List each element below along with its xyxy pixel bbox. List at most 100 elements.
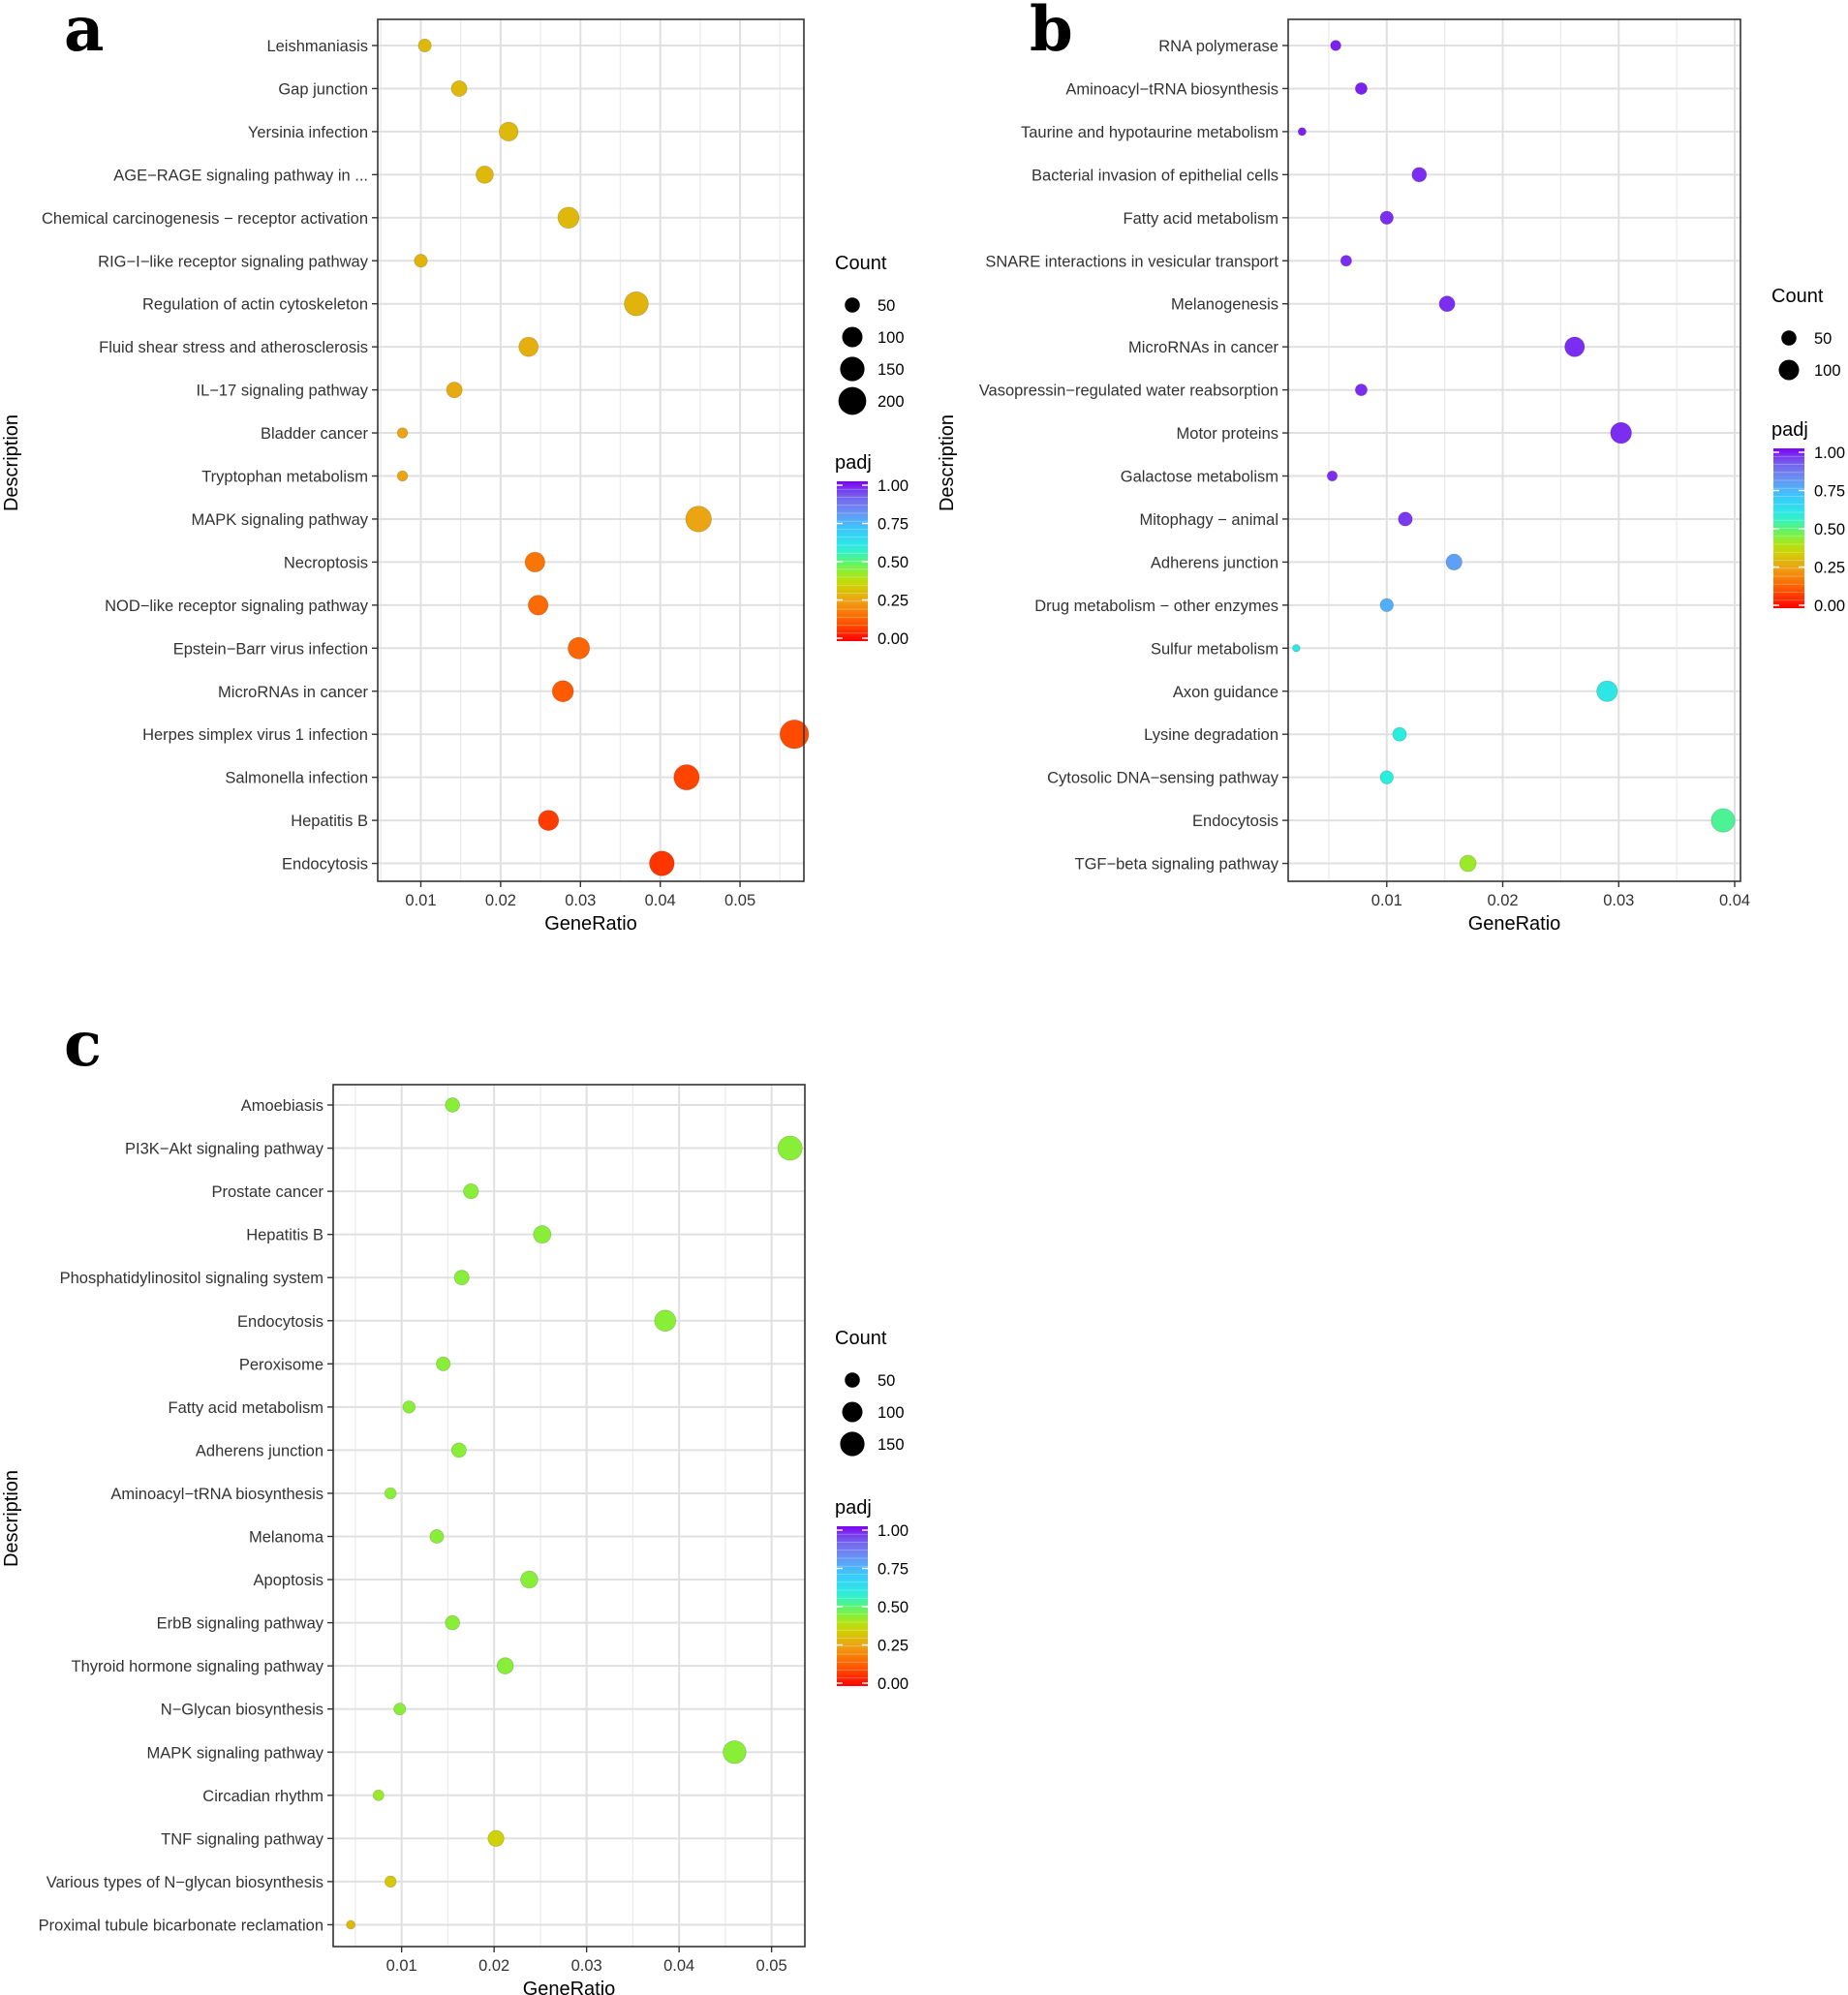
category-label: TNF signaling pathway [161, 1830, 324, 1848]
category-label: SNARE interactions in vesicular transpor… [985, 253, 1278, 270]
category-label: Sulfur metabolism [1151, 640, 1278, 658]
data-point [1330, 40, 1341, 51]
category-label: Fluid shear stress and atherosclerosis [99, 339, 368, 356]
x-tick-label: 0.02 [1487, 892, 1518, 909]
category-label: Bladder cancer [261, 425, 368, 443]
count-legend-label: 50 [1814, 330, 1832, 348]
category-label: Melanogenesis [1171, 296, 1278, 314]
category-label: RIG−I−like receptor signaling pathway [98, 253, 369, 270]
category-label: Hepatitis B [246, 1227, 323, 1244]
count-legend-key [840, 1431, 865, 1457]
category-label: Lysine degradation [1144, 726, 1278, 744]
data-point [1297, 127, 1307, 137]
plot-background [1288, 19, 1740, 881]
count-legend-label: 100 [878, 329, 905, 347]
category-label: Cytosolic DNA−sensing pathway [1047, 770, 1279, 787]
padj-legend-label: 0.50 [878, 1599, 909, 1616]
category-label: Regulation of actin cytoskeleton [142, 296, 368, 314]
data-point [1379, 210, 1394, 225]
data-point [450, 79, 468, 97]
data-point [685, 506, 712, 533]
data-point [498, 121, 519, 142]
data-point [533, 1225, 552, 1244]
x-axis-title: GeneRatio [1468, 913, 1561, 935]
padj-legend-label: 0.25 [878, 1638, 909, 1655]
category-label: Adherens junction [196, 1442, 323, 1459]
y-axis-title: Description [1, 1470, 22, 1567]
data-point [396, 470, 409, 482]
category-label: MicroRNAs in cancer [218, 684, 368, 701]
count-legend-key [1781, 330, 1797, 346]
data-point [1340, 255, 1352, 267]
data-point [1292, 644, 1301, 653]
data-point [1354, 384, 1368, 397]
data-point [518, 336, 539, 357]
x-tick-label: 0.02 [485, 892, 516, 909]
category-label: Endocytosis [1192, 813, 1278, 830]
padj-legend-label: 0.75 [1814, 483, 1845, 501]
count-legend-label: 50 [878, 1372, 895, 1390]
category-label: Hepatitis B [291, 813, 368, 830]
category-label: Fatty acid metabolism [1124, 210, 1278, 228]
count-legend-key [842, 326, 863, 348]
data-point [1610, 421, 1632, 445]
category-label: Necroptosis [284, 554, 368, 571]
category-label: Tryptophan metabolism [201, 469, 368, 486]
category-label: Drug metabolism − other enzymes [1034, 598, 1278, 615]
category-label: RNA polymerase [1158, 38, 1278, 55]
x-tick-label: 0.03 [1603, 892, 1634, 909]
data-point [723, 1739, 747, 1765]
count-legend-title: Count [835, 1328, 887, 1349]
count-legend-label: 150 [878, 361, 905, 379]
x-tick-label: 0.01 [1371, 892, 1402, 909]
category-label: Bacterial invasion of epithelial cells [1032, 167, 1278, 184]
padj-legend-label: 0.25 [878, 593, 909, 610]
category-label: Yersinia infection [248, 124, 368, 141]
data-point [551, 680, 574, 703]
category-label: Mitophagy − animal [1139, 511, 1278, 529]
panel-c-chart: c Amoebiasis PI3K−Akt signaling pathway Pr… [1, 1008, 909, 1995]
data-point [1710, 808, 1736, 833]
count-legend-label: 150 [878, 1436, 905, 1454]
category-label: Prostate cancer [211, 1183, 323, 1201]
category-label: Gap junction [278, 80, 368, 98]
data-point [1326, 470, 1339, 482]
category-label: AGE−RAGE signaling pathway in ... [113, 167, 368, 184]
category-label: Vasopressin−regulated water reabsorption [979, 383, 1278, 400]
category-label: Taurine and hypotaurine metabolism [1021, 124, 1278, 141]
data-point [673, 764, 700, 791]
data-point [557, 206, 580, 230]
x-tick-label: 0.01 [386, 1957, 417, 1975]
data-point [372, 1789, 385, 1801]
count-legend-label: 200 [878, 393, 905, 411]
padj-legend-label: 0.50 [1814, 521, 1845, 538]
data-point [414, 254, 428, 268]
category-label: Endocytosis [237, 1313, 323, 1331]
category-label: Galactose metabolism [1121, 469, 1278, 486]
x-tick-label: 0.04 [663, 1957, 694, 1975]
data-point [450, 1442, 467, 1458]
category-label: N−Glycan biosynthesis [161, 1702, 323, 1719]
plot-border [332, 1084, 806, 1948]
x-tick-label: 0.03 [571, 1957, 602, 1975]
data-point [654, 1309, 677, 1333]
padj-legend-label: 1.00 [878, 1522, 909, 1540]
plot-background [378, 19, 804, 881]
plot-border [377, 18, 805, 882]
data-point [624, 291, 649, 317]
category-label: Circadian rhythm [202, 1788, 323, 1805]
data-point [445, 1614, 461, 1631]
count-legend-key [1778, 359, 1800, 381]
data-point [446, 382, 463, 399]
data-point [496, 1657, 514, 1675]
data-point [1392, 726, 1407, 742]
category-label: Endocytosis [282, 856, 368, 874]
category-label: MicroRNAs in cancer [1128, 339, 1278, 356]
x-axis-title: GeneRatio [523, 1979, 616, 1995]
data-point [649, 850, 675, 876]
data-point [393, 1703, 407, 1716]
data-point [463, 1182, 479, 1200]
padj-legend-label: 0.25 [1814, 560, 1845, 577]
count-legend-title: Count [1771, 286, 1824, 307]
